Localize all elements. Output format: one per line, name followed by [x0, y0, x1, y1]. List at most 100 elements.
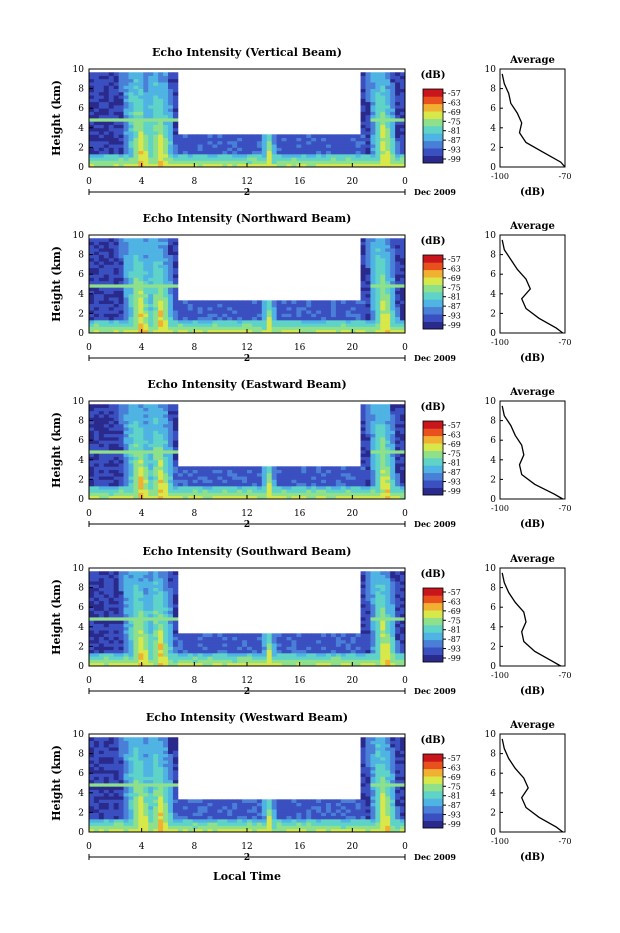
heatmap-cell [366, 313, 371, 317]
heatmap-cell [212, 154, 217, 158]
heatmap-cell [148, 284, 153, 288]
heatmap-cell [267, 486, 272, 490]
heatmap-cell [232, 633, 237, 637]
heatmap-cell [119, 151, 124, 155]
heatmap-cell [326, 304, 331, 308]
heatmap-cell [99, 82, 104, 86]
heatmap-cell [148, 417, 153, 421]
heatmap-cell [287, 637, 292, 641]
heatmap-cell [143, 294, 148, 298]
heatmap-cell [316, 141, 321, 145]
heatmap-cell [99, 160, 104, 164]
heatmap-cell [296, 470, 301, 474]
heatmap-cell [252, 157, 257, 161]
heatmap-cell [143, 443, 148, 447]
heatmap-cell [163, 72, 168, 76]
date-label: Dec 2009 [414, 686, 456, 696]
heatmap-cell [208, 151, 213, 155]
heatmap-cell [277, 646, 282, 650]
heatmap-cell [375, 274, 380, 278]
heatmap-cell [119, 95, 124, 99]
heatmap-cell [390, 620, 395, 624]
heatmap-cell [385, 310, 390, 314]
heatmap-cell [247, 141, 252, 145]
heatmap-cell [232, 659, 237, 663]
heatmap-cell [124, 408, 129, 412]
heatmap-cell [153, 300, 158, 304]
heatmap-cell [124, 118, 129, 122]
heatmap-cell [193, 476, 198, 480]
heatmap-cell [148, 274, 153, 278]
heatmap-cell [133, 597, 138, 601]
heatmap-cell [262, 157, 267, 161]
heatmap-cell [148, 434, 153, 438]
heatmap-cell [109, 581, 114, 585]
avg-title: Average [509, 387, 555, 398]
heatmap-cell [301, 157, 306, 161]
heatmap-cell [129, 89, 134, 93]
heatmap-cell [361, 646, 366, 650]
heatmap-cell [375, 601, 380, 605]
heatmap-cell [316, 317, 321, 321]
heatmap-cell [109, 483, 114, 487]
heatmap-cell [385, 115, 390, 119]
heatmap-cell [129, 108, 134, 112]
heatmap-cell [138, 466, 143, 470]
heatmap-cell [153, 443, 158, 447]
heatmap-cell [188, 653, 193, 657]
heatmap-cell [252, 476, 257, 480]
heatmap-cell [158, 157, 163, 161]
heatmap-cell [311, 637, 316, 641]
heatmap-cell [109, 614, 114, 618]
heatmap-cell [104, 271, 109, 275]
heatmap-cell [153, 248, 158, 252]
heatmap-cell [94, 274, 99, 278]
heatmap-cell [109, 571, 114, 575]
heatmap-cell [99, 571, 104, 575]
heatmap-cell [163, 637, 168, 641]
heatmap-cell [104, 470, 109, 474]
heatmap-cell [395, 653, 400, 657]
heatmap-cell [114, 115, 119, 119]
heatmap-cell [351, 643, 356, 647]
heatmap-cell [183, 144, 188, 148]
heatmap-cell [129, 125, 134, 129]
heatmap-cell [124, 607, 129, 611]
heatmap-cell [370, 453, 375, 457]
heatmap-cell [173, 591, 178, 595]
heatmap-cell [203, 147, 208, 151]
heatmap-cell [163, 571, 168, 575]
heatmap-cell [208, 476, 213, 480]
heatmap-cell [119, 646, 124, 650]
heatmap-cell [138, 151, 143, 155]
heatmap-cell [124, 138, 129, 142]
heatmap-cell [361, 601, 366, 605]
heatmap-cell [129, 72, 134, 76]
heatmap-cell [94, 803, 99, 807]
heatmap-cell [178, 653, 183, 657]
heatmap-cell [217, 313, 222, 317]
heatmap-cell [99, 463, 104, 467]
heatmap-cell [366, 463, 371, 467]
heatmap-cell [119, 427, 124, 431]
heatmap-cell [143, 251, 148, 255]
colorbar-tick-label: -99 [448, 487, 461, 496]
heatmap-cell [390, 571, 395, 575]
heatmap-cell [89, 780, 94, 784]
heatmap-cell [361, 620, 366, 624]
heatmap-cell [143, 473, 148, 477]
heatmap-cell [291, 157, 296, 161]
heatmap-cell [193, 147, 198, 151]
heatmap-cell [138, 98, 143, 102]
heatmap-cell [366, 473, 371, 477]
heatmap-cell [227, 300, 232, 304]
heatmap-cell [109, 656, 114, 660]
heatmap-cell [129, 128, 134, 132]
heatmap-cell [267, 637, 272, 641]
heatmap-cell [89, 571, 94, 575]
heatmap-cell [138, 271, 143, 275]
heatmap-cell [94, 291, 99, 295]
heatmap-cell [366, 242, 371, 246]
heatmap-cell [257, 138, 262, 142]
heatmap-cell [198, 470, 203, 474]
